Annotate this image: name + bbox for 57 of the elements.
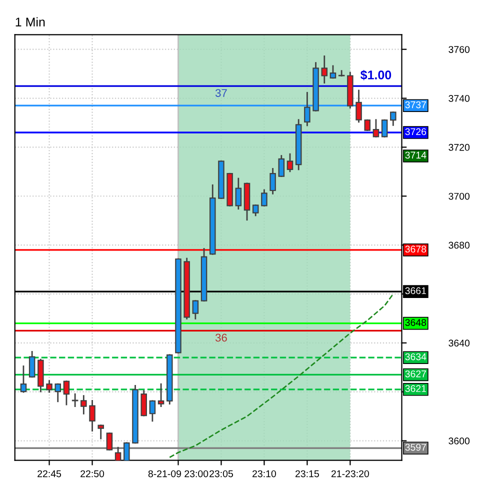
ref-line-label: 3597 — [405, 444, 426, 451]
candlestick — [321, 55, 328, 84]
chart-title: 1 Min — [16, 17, 45, 26]
candlestick — [372, 119, 380, 138]
candlestick — [89, 400, 96, 432]
candlestick — [286, 153, 294, 172]
y-tick-label: 3600 — [448, 438, 470, 444]
x-tick-label: 22:50 — [80, 470, 104, 478]
ref-line-label: 3621 — [405, 385, 426, 392]
candlestick — [390, 112, 396, 126]
candlestick — [63, 380, 70, 406]
annotation: $1.00 — [360, 70, 392, 80]
candlestick — [54, 383, 61, 402]
ref-line-label: 3648 — [405, 319, 426, 326]
ref-line-label: 3678 — [405, 246, 426, 253]
candlestick — [261, 189, 268, 206]
x-tick-label: 23:05 — [210, 470, 233, 478]
candlestick — [381, 119, 388, 138]
text: 3714 — [405, 152, 426, 159]
ref-line-label: 3737 — [405, 101, 426, 108]
candlestick — [72, 393, 78, 407]
y-tick-label: 3740 — [448, 94, 470, 102]
candlestick — [80, 395, 87, 414]
x-tick-label: 22:45 — [38, 470, 62, 478]
x-tick-label: 8-21-09 23:00 — [148, 470, 208, 478]
y-tick-label: 3680 — [448, 242, 470, 249]
candlestick — [356, 90, 362, 123]
candlestick — [278, 155, 285, 177]
x-tick-label: 23:15 — [296, 470, 319, 478]
candlestick — [46, 380, 52, 393]
candlestick — [28, 351, 36, 378]
x-tick-label: 21-23:20 — [331, 470, 369, 478]
annotation: 36 — [215, 334, 227, 342]
y-tick-label: 3720 — [448, 144, 470, 151]
candlestick — [98, 424, 104, 440]
ref-line-label: 3726 — [405, 128, 426, 136]
y-tick-label: 3760 — [448, 46, 470, 53]
candlestick — [338, 70, 345, 76]
candlestick — [140, 390, 147, 416]
candlestick — [235, 178, 242, 210]
candlestick — [192, 300, 199, 320]
candlestick — [20, 365, 27, 393]
candlestick — [252, 204, 259, 216]
y-tick-label: 3700 — [448, 192, 470, 200]
candlestick — [364, 119, 371, 132]
ref-line-label: 3634 — [405, 353, 426, 360]
ref-line-label: 3627 — [405, 370, 426, 378]
candlestick — [270, 168, 276, 194]
y-tick-label: 3640 — [448, 340, 470, 347]
annotation: 37 — [215, 89, 227, 97]
candlestick — [158, 383, 164, 407]
candlestick — [330, 65, 336, 79]
candlestick — [106, 432, 113, 451]
x-tick-label: 23:10 — [252, 470, 276, 478]
candlestick — [149, 400, 156, 422]
ref-line-label: 3661 — [405, 287, 426, 294]
candlestick — [304, 92, 310, 126]
